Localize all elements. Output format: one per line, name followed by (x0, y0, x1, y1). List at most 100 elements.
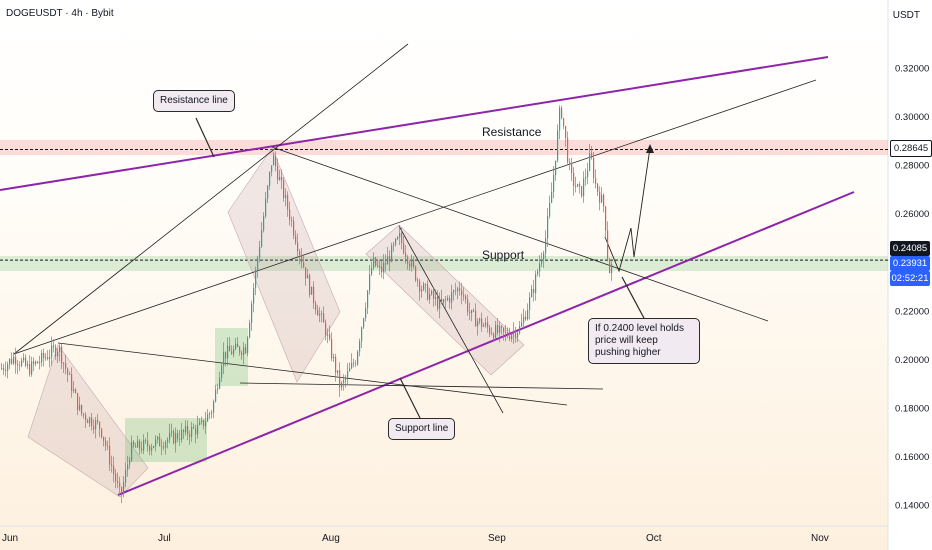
candle-body (7, 364, 9, 371)
candle-body (441, 298, 443, 303)
candle-body (273, 155, 275, 166)
candle-body (53, 345, 55, 348)
candle-body (605, 206, 607, 231)
candle-body (585, 177, 587, 179)
trendline-2 (13, 79, 817, 355)
candle-body (371, 267, 373, 275)
support-label: Support (482, 248, 525, 262)
candle-body (281, 177, 283, 181)
candle-body (47, 357, 49, 360)
candle-body (155, 439, 157, 447)
candle-body (299, 251, 301, 255)
candle-body (391, 245, 393, 262)
candle-body (21, 360, 23, 366)
candle-body (227, 345, 229, 359)
candle-body (45, 357, 47, 359)
x-tick-label: Jul (158, 533, 171, 544)
candle-body (317, 309, 319, 316)
candle-body (105, 440, 107, 446)
candle-body (125, 469, 127, 483)
candle-body (185, 426, 187, 433)
candle-body (401, 232, 403, 243)
candle-body (13, 356, 15, 364)
candle-body (5, 370, 7, 371)
candle-body (97, 420, 99, 422)
candle-body (499, 325, 501, 333)
candle-body (287, 195, 289, 210)
candle-body (423, 283, 425, 290)
candle-body (67, 368, 69, 375)
candle-body (199, 422, 201, 425)
candle-body (209, 413, 211, 415)
candle-body (565, 126, 567, 138)
candle-body (379, 266, 381, 268)
candle-body (471, 310, 473, 314)
support-callout-pointer (399, 377, 421, 419)
candle-body (507, 332, 509, 337)
candle-body (609, 259, 611, 274)
candle-body (329, 334, 331, 339)
candle-body (283, 180, 285, 198)
candle-body (459, 288, 461, 291)
candle-body (533, 288, 535, 294)
candle-body (39, 362, 41, 364)
candle-body (179, 438, 181, 440)
candle-body (1, 368, 3, 370)
candle-body (55, 347, 57, 357)
candle-body (301, 254, 303, 263)
candle-body (271, 165, 273, 172)
candle-body (411, 259, 413, 267)
candle-body (59, 346, 61, 353)
candle-body (519, 325, 521, 333)
candle-body (491, 333, 493, 335)
candle-body (593, 157, 595, 179)
candle-body (529, 297, 531, 311)
candle-body (107, 445, 109, 447)
resistance-line-text: Resistance line (160, 95, 228, 106)
candle-body (163, 446, 165, 448)
candle-body (339, 370, 341, 388)
candle-body (501, 325, 503, 328)
candle-body (493, 334, 495, 339)
candle-body (331, 338, 333, 359)
candle-body (63, 362, 65, 364)
candle-body (73, 389, 75, 391)
candle-body (171, 431, 173, 433)
trendline-5 (398, 225, 504, 414)
candle-body (307, 275, 309, 279)
candle-body (49, 357, 51, 360)
candle-body (403, 242, 405, 254)
candle-body (547, 216, 549, 239)
candle-body (95, 420, 97, 430)
candle-body (373, 257, 375, 268)
candle-body (143, 440, 145, 451)
candle-body (347, 371, 349, 378)
candle-body (259, 246, 261, 259)
candle-body (93, 426, 95, 430)
candle-body (485, 322, 487, 326)
candle-body (195, 428, 197, 435)
candle-body (191, 427, 193, 437)
candle-body (383, 262, 385, 273)
candle-body (159, 436, 161, 447)
candle-body (269, 171, 271, 186)
candle-body (25, 357, 27, 366)
candle-body (489, 327, 491, 334)
candle-body (325, 322, 327, 336)
candle-body (481, 318, 483, 327)
candle-body (123, 482, 125, 494)
candle-body (567, 137, 569, 162)
candle-body (75, 389, 77, 394)
candle-body (99, 421, 101, 429)
candle-body (87, 420, 89, 424)
candle-body (77, 393, 79, 410)
x-tick-label: Oct (646, 533, 662, 544)
candle-body (89, 417, 91, 424)
candle-body (539, 263, 541, 272)
candle-body (261, 230, 263, 247)
candle-body (319, 313, 321, 316)
candle-body (69, 374, 71, 375)
resistance-callout-pointer (195, 117, 215, 158)
note-text: If 0.2400 level holds price will keep pu… (595, 323, 684, 358)
